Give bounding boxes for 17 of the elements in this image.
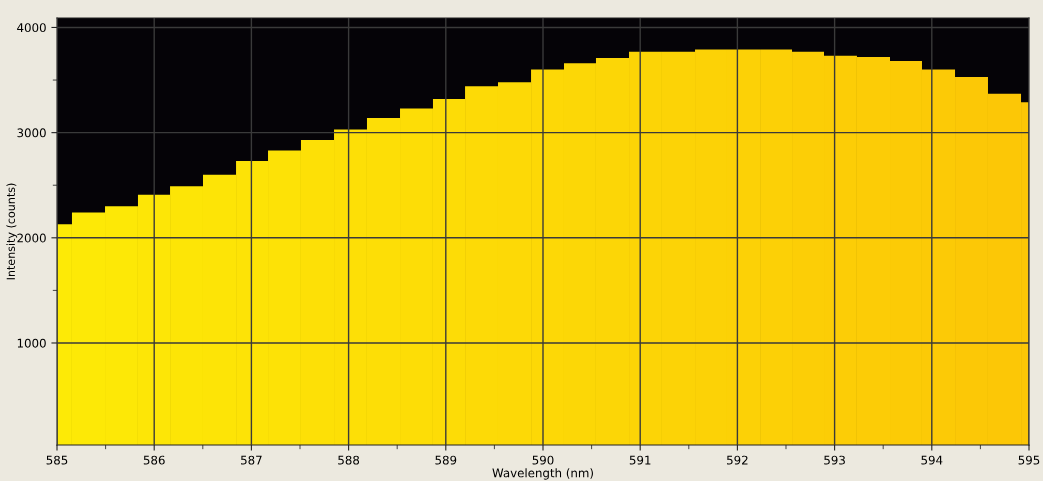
- x-tick-label: 587: [241, 455, 262, 465]
- x-tick-label: 595: [1018, 455, 1040, 465]
- y-tick-label: 2000: [17, 233, 46, 243]
- x-tick-label: 593: [824, 455, 845, 465]
- x-tick-label: 591: [629, 455, 651, 465]
- x-tick-label: 594: [921, 455, 943, 465]
- y-tick-label: 1000: [17, 338, 46, 348]
- y-tick-label: 4000: [17, 23, 46, 33]
- x-tick-label: 588: [338, 455, 360, 465]
- x-tick-label: 589: [435, 455, 457, 465]
- x-tick-label: 586: [143, 455, 165, 465]
- x-tick-label: 592: [727, 455, 748, 465]
- x-axis-title: Wavelength (nm): [492, 468, 593, 480]
- x-tick-label: 585: [46, 455, 68, 465]
- x-tick-label: 590: [532, 455, 554, 465]
- y-axis-title: Intensity (counts): [6, 183, 18, 280]
- y-tick-label: 3000: [17, 128, 46, 138]
